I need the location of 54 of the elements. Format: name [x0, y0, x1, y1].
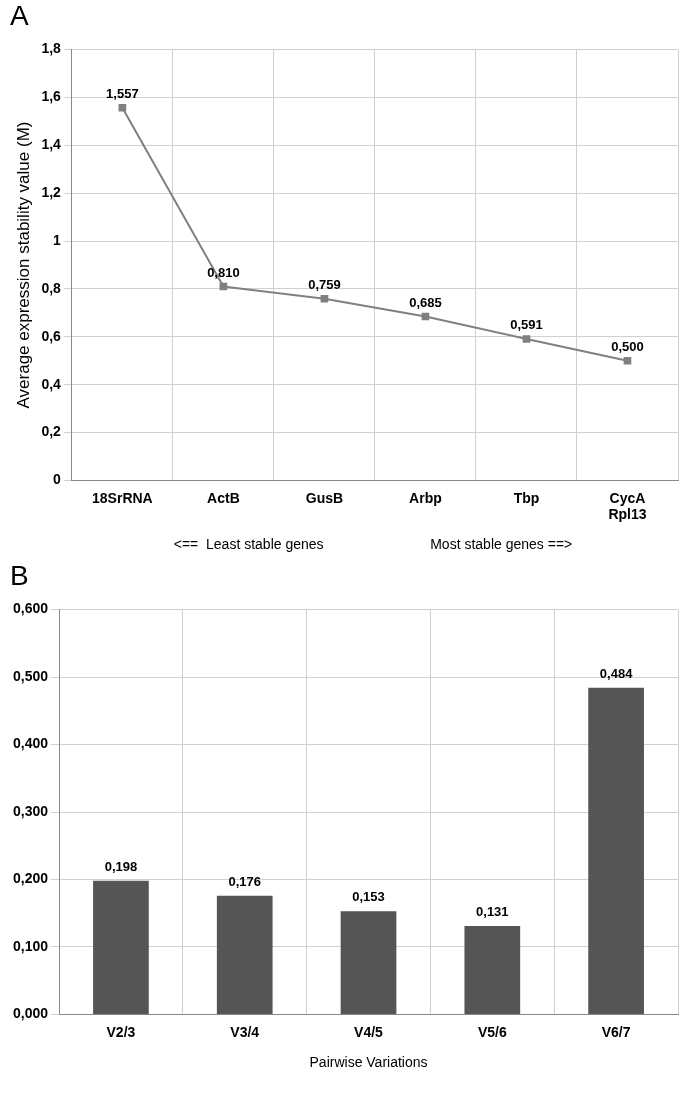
y-tick-label: 0 — [53, 471, 62, 488]
y-tick-label: 0,500 — [12, 667, 49, 684]
y-tick-label: 1,6 — [41, 88, 62, 105]
x-tick-label: ActB — [207, 489, 240, 506]
y-tick-label: 1,8 — [41, 40, 62, 57]
data-label: 0,759 — [308, 276, 341, 292]
bar — [340, 911, 397, 1014]
data-label: 0,685 — [409, 294, 442, 310]
y-tick-label: 1,2 — [41, 184, 62, 201]
data-label: 0,500 — [611, 338, 644, 354]
point — [623, 356, 632, 365]
x-tick-label: V3/4 — [230, 1023, 260, 1040]
x-tick-label: V5/6 — [477, 1023, 507, 1040]
data-label: 0,153 — [352, 889, 385, 905]
y-tick-label: 0,4 — [41, 375, 62, 392]
y-tick-label: 0,6 — [41, 327, 62, 344]
data-label: 1,557 — [106, 85, 139, 101]
y-tick-label: 1 — [53, 231, 62, 248]
chart-title: A — [10, 0, 29, 31]
data-label: 0,591 — [510, 317, 543, 333]
point — [118, 103, 127, 112]
y-tick-label: 0,8 — [41, 279, 62, 296]
y-tick-label: 0,300 — [12, 802, 49, 819]
text: Most stable genes ==> — [430, 535, 573, 552]
data-label: 0,810 — [207, 264, 240, 280]
y-tick-label: 0,100 — [12, 937, 49, 954]
y-tick-label: 0,600 — [12, 600, 49, 617]
y-axis-title: Average expression stability value (M) — [13, 121, 33, 409]
x-tick-label: CycA Rpl13 — [608, 489, 647, 523]
x-tick-label: V6/7 — [601, 1023, 631, 1040]
data-label: 0,131 — [476, 904, 509, 920]
y-tick-label: 0,000 — [12, 1005, 49, 1022]
data-label: 0,484 — [599, 665, 634, 681]
bar — [464, 926, 521, 1014]
x-tick-label: V2/3 — [106, 1023, 136, 1040]
x-tick-label: Arbp — [409, 489, 442, 506]
y-tick-label: 0,200 — [12, 870, 49, 887]
point — [522, 335, 531, 343]
x-tick-label: 18SrRNA — [92, 489, 153, 506]
bar — [588, 687, 644, 1014]
point — [320, 294, 329, 303]
chart-title: B — [10, 559, 29, 591]
x-tick-label: Tbp — [513, 489, 540, 506]
x-tick-label: GusB — [305, 489, 344, 506]
bar — [93, 880, 149, 1014]
bar — [216, 895, 273, 1014]
data-label: 0,176 — [228, 873, 261, 889]
y-tick-label: 1,4 — [41, 136, 62, 153]
y-tick-label: 0,2 — [41, 423, 62, 440]
text: <== Least stable genes — [173, 535, 324, 552]
y-tick-label: 0,400 — [12, 735, 49, 752]
data-label: 0,198 — [104, 858, 138, 874]
x-tick-label: V4/5 — [354, 1023, 384, 1040]
x-axis-title: Pairwise Variations — [309, 1054, 428, 1071]
